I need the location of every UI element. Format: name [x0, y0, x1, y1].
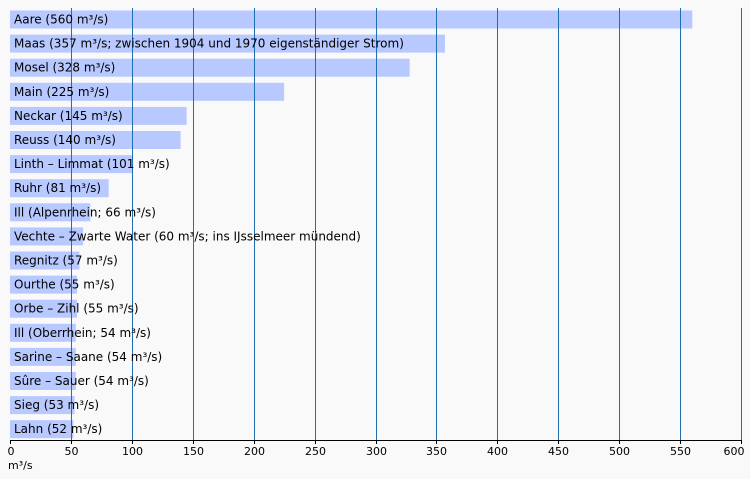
bar-5 — [10, 106, 187, 125]
bar-label-6: Reuss (140 m³/s) — [14, 133, 116, 147]
x-tick-label-200: 200 — [244, 445, 265, 458]
x-tick-label-150: 150 — [183, 445, 204, 458]
bar-label-8: Ruhr (81 m³/s) — [14, 181, 101, 195]
bar-label-2: Maas (357 m³/s; zwischen 1904 und 1970 e… — [14, 37, 404, 51]
x-tick-label-550: 550 — [670, 445, 691, 458]
bar-label-16: Sûre – Sauer (54 m³/s) — [14, 374, 149, 388]
grid-layer — [71, 8, 742, 440]
bar-2 — [10, 34, 445, 53]
x-axis-unit-label: m³/s — [8, 459, 33, 472]
bar-label-14: Ill (Oberrhein; 54 m³/s) — [14, 326, 151, 340]
bar-15 — [10, 347, 76, 366]
bar-label-12: Ourthe (55 m³/s) — [14, 278, 115, 292]
x-tick-label-350: 350 — [426, 445, 447, 458]
bar-4 — [10, 82, 285, 101]
x-tick-label-50: 50 — [65, 445, 79, 458]
x-tick-label-600: 600 — [724, 445, 745, 458]
bar-6 — [10, 131, 181, 149]
bar-3 — [10, 58, 410, 77]
x-tick-label-100: 100 — [122, 445, 143, 458]
x-tick-label-0: 0 — [8, 445, 15, 458]
bar-8 — [10, 179, 109, 198]
bar-label-18: Lahn (52 m³/s) — [14, 422, 102, 436]
bar-11 — [10, 251, 80, 270]
bar-label-1: Aare (560 m³/s) — [14, 13, 108, 27]
bar-label-3: Mosel (328 m³/s) — [14, 61, 115, 75]
bar-label-17: Sieg (53 m³/s) — [14, 398, 99, 412]
labels-layer: Aare (560 m³/s) Maas (357 m³/s; zwischen … — [14, 13, 404, 437]
bar-label-7: Linth – Limmat (101 m³/s) — [14, 157, 170, 171]
bar-10 — [10, 227, 84, 246]
bar-12 — [10, 275, 78, 294]
x-tick-label-300: 300 — [366, 445, 387, 458]
bar-label-5: Neckar (145 m³/s) — [14, 109, 123, 123]
bar-label-15: Sarine – Saane (54 m³/s) — [14, 350, 162, 364]
x-tick-label-500: 500 — [609, 445, 630, 458]
x-tick-label-400: 400 — [487, 445, 508, 458]
bars-layer — [10, 10, 693, 439]
bar-label-13: Orbe – Zihl (55 m³/s) — [14, 302, 139, 316]
x-tick-label-250: 250 — [305, 445, 326, 458]
bar-1 — [10, 10, 693, 29]
x-tick-label-450: 450 — [548, 445, 569, 458]
bar-9 — [10, 203, 91, 222]
bar-18 — [10, 420, 74, 439]
bar-label-9: Ill (Alpenrhein; 66 m³/s) — [14, 205, 156, 219]
ticks-layer: 0 50 100 150 200 250 300 350 400 450 500 550 600 — [8, 440, 745, 458]
bar-label-4: Main (225 m³/s) — [14, 85, 109, 99]
bar-14 — [10, 323, 76, 342]
bar-16 — [10, 372, 76, 390]
bar-13 — [10, 299, 78, 318]
bar-17 — [10, 396, 75, 415]
bar-label-10: Vechte – Zwarte Water (60 m³/s; ins IJss… — [14, 229, 361, 243]
bar-label-11: Regnitz (57 m³/s) — [14, 254, 118, 268]
